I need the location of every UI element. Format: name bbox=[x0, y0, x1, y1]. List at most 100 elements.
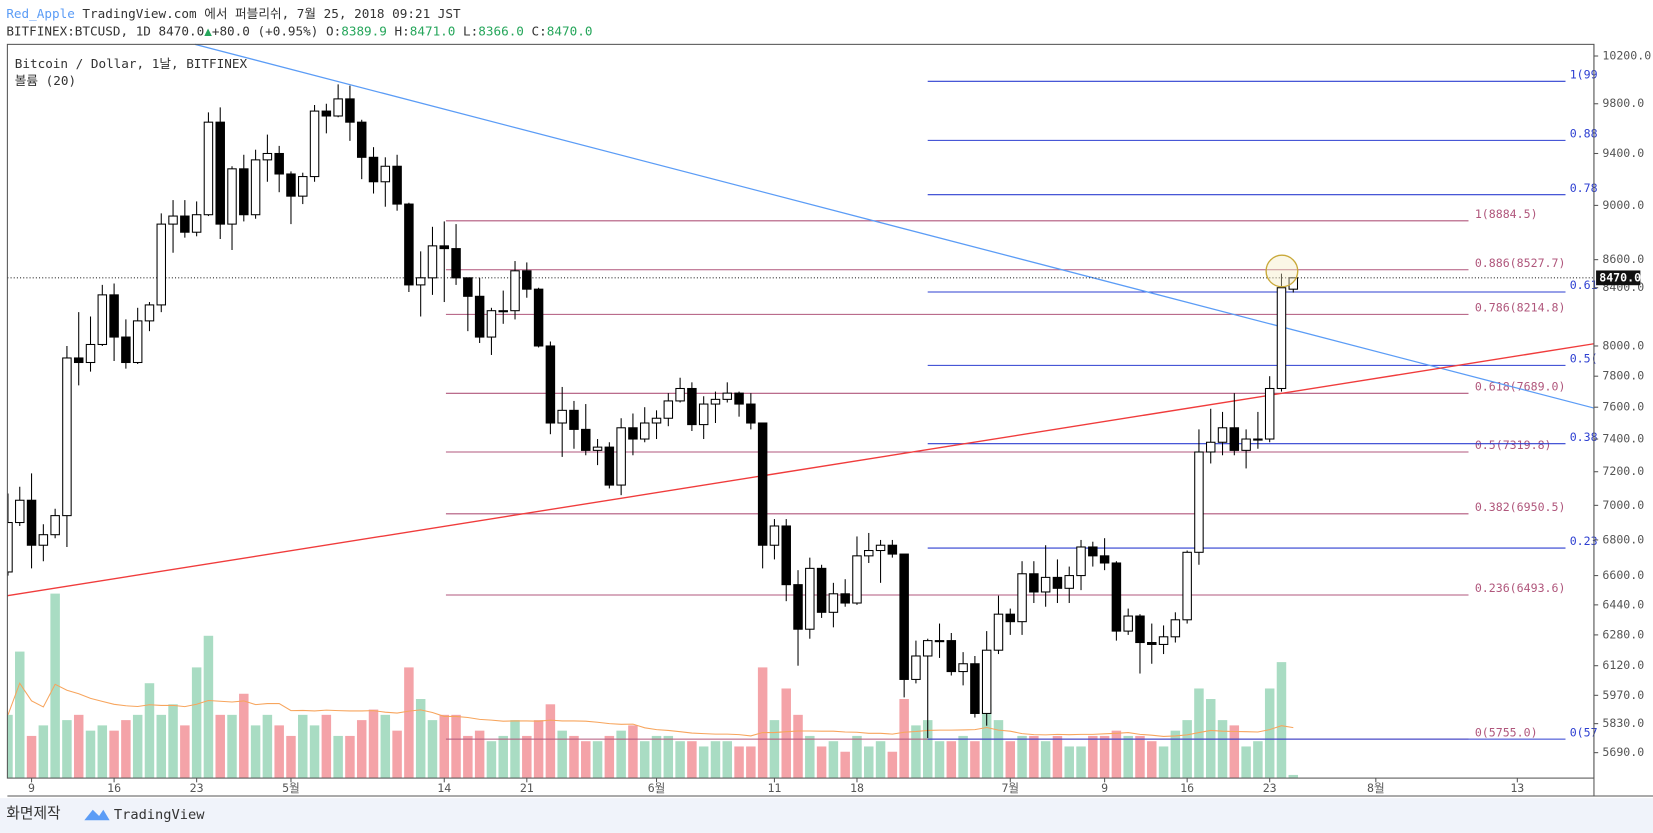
volume-bar bbox=[958, 735, 968, 779]
volume-bar bbox=[1099, 735, 1110, 779]
candle-body bbox=[298, 176, 308, 197]
volume-bar bbox=[415, 699, 426, 779]
candle-body bbox=[993, 613, 1004, 651]
change: +80.0 (+0.95%) bbox=[212, 23, 326, 38]
volume-bar bbox=[451, 714, 461, 779]
axes: 10200.09800.09400.09000.08600.08400.0800… bbox=[28, 49, 1651, 796]
y-tick-label: 6280.0 bbox=[1602, 627, 1644, 641]
volume-bar bbox=[852, 735, 862, 779]
candle-body bbox=[274, 152, 284, 175]
y-tick-label: 6800.0 bbox=[1602, 532, 1644, 546]
candle-body bbox=[651, 417, 662, 424]
candle-body bbox=[533, 288, 544, 347]
fib-label: 0.786(8214.8) bbox=[1475, 301, 1566, 315]
y-tick-label: 7000.0 bbox=[1602, 498, 1644, 512]
candle-body bbox=[545, 345, 556, 424]
volume-bar bbox=[298, 714, 308, 779]
candle-body bbox=[1111, 562, 1122, 632]
candle-body bbox=[958, 663, 968, 673]
volume-bar bbox=[1135, 735, 1145, 779]
candle-body bbox=[639, 422, 650, 440]
volume-bar bbox=[663, 735, 674, 779]
volume-bar bbox=[510, 720, 520, 779]
volume-bar bbox=[545, 704, 556, 779]
volume-bar bbox=[698, 746, 709, 779]
candle-body bbox=[1288, 277, 1299, 290]
fib-label: 0(5755.0) bbox=[1475, 725, 1538, 739]
volume-bar bbox=[1182, 720, 1192, 779]
volume-bar bbox=[875, 741, 886, 779]
candle-body bbox=[1182, 551, 1192, 621]
volume-bar bbox=[121, 720, 131, 779]
volume-bar bbox=[168, 704, 178, 779]
candle-body bbox=[1194, 451, 1204, 553]
candle-body bbox=[934, 640, 945, 643]
fib-label: 0.88 bbox=[1570, 127, 1598, 141]
ohlc-value: 8389.9 bbox=[341, 23, 387, 38]
header-line: Red_Apple TradingView.com 에서 퍼블리쉬, 7월 25… bbox=[6, 5, 461, 20]
candle-body bbox=[463, 277, 473, 297]
volume-bar bbox=[922, 720, 933, 779]
candle-body bbox=[663, 400, 674, 419]
fib-label: 0.382(6950.5) bbox=[1475, 500, 1566, 514]
volume-bar bbox=[1288, 774, 1299, 779]
fib-label: 0(57 bbox=[1570, 725, 1598, 739]
y-tick-label: 7200.0 bbox=[1602, 464, 1644, 478]
x-tick-label: 9 bbox=[1101, 781, 1108, 795]
volume-bar bbox=[156, 714, 167, 779]
ohlc-label: L: bbox=[455, 23, 478, 38]
volume-bar bbox=[651, 735, 662, 779]
y-tick-label: 9400.0 bbox=[1602, 146, 1644, 160]
candle-body bbox=[1005, 613, 1016, 623]
candle-body bbox=[1052, 576, 1063, 589]
y-tick-label: 6600.0 bbox=[1602, 568, 1644, 582]
y-tick-label: 7400.0 bbox=[1602, 432, 1644, 446]
y-tick-label: 8600.0 bbox=[1602, 252, 1644, 266]
volume-bar bbox=[356, 720, 367, 779]
y-tick-label: 9800.0 bbox=[1602, 96, 1644, 110]
volume-bar bbox=[97, 725, 108, 779]
volume-bar bbox=[1064, 746, 1074, 779]
candle-body bbox=[722, 392, 733, 400]
x-tick-label: 8월 bbox=[1367, 781, 1385, 795]
candle-body bbox=[781, 525, 791, 586]
candle-body bbox=[73, 357, 84, 364]
brand[interactable]: TradingView bbox=[114, 807, 205, 823]
candle-body bbox=[486, 310, 497, 338]
fib-label: 0.38 bbox=[1570, 430, 1598, 444]
volume-bar bbox=[1088, 735, 1098, 779]
volume-bar bbox=[345, 735, 355, 779]
volume-bar bbox=[1264, 688, 1275, 779]
footer-bar bbox=[0, 798, 1653, 833]
candle-body bbox=[1253, 438, 1263, 441]
candle-body bbox=[144, 304, 155, 322]
candle-body bbox=[85, 343, 96, 364]
quote-line: BITFINEX:BTCUSD, 1D 8470.0▲+80.0 (+0.95%… bbox=[6, 23, 592, 38]
candle-body bbox=[981, 649, 992, 714]
volume-bar bbox=[828, 741, 839, 779]
user[interactable]: Red_Apple bbox=[6, 5, 75, 20]
candle-body bbox=[15, 499, 25, 524]
volume-bar bbox=[981, 704, 992, 779]
candle-body bbox=[7, 521, 13, 573]
y-tick-label: 6120.0 bbox=[1602, 658, 1644, 672]
ohlc-value: 8471.0 bbox=[410, 23, 456, 38]
ohlc-value: 8366.0 bbox=[478, 23, 524, 38]
volume-bar bbox=[816, 746, 827, 779]
candle-body bbox=[156, 223, 167, 306]
y-tick-label: 7800.0 bbox=[1602, 369, 1644, 383]
y-tick-label: 5970.0 bbox=[1602, 688, 1644, 702]
ohlc-label: O: bbox=[326, 23, 341, 38]
volume-bar bbox=[557, 730, 567, 779]
volume-bar bbox=[203, 635, 214, 779]
candle-body bbox=[392, 165, 402, 205]
candle-body bbox=[356, 121, 367, 158]
volume-bar bbox=[38, 725, 49, 779]
volume-bar bbox=[191, 667, 202, 779]
x-tick-label: 7월 bbox=[1001, 781, 1019, 795]
volume-bar bbox=[805, 735, 815, 779]
candle-body bbox=[1264, 387, 1275, 440]
volume-bar bbox=[62, 720, 72, 779]
volume-bar bbox=[463, 735, 473, 779]
candle-body bbox=[1017, 573, 1027, 623]
